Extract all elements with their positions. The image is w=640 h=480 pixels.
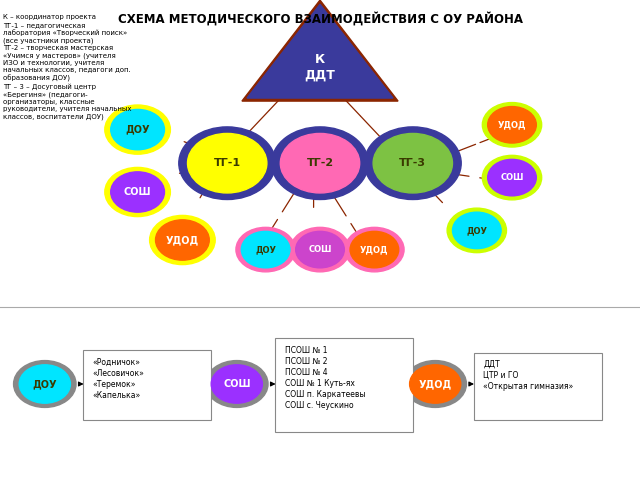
- Circle shape: [156, 220, 209, 260]
- Circle shape: [373, 133, 452, 193]
- Circle shape: [488, 107, 536, 143]
- Text: ДОУ: ДОУ: [467, 226, 487, 235]
- Text: ДДТ
ЦТР и ГО
«Открытая гимназия»: ДДТ ЦТР и ГО «Открытая гимназия»: [483, 360, 573, 391]
- Text: УДОД: УДОД: [166, 235, 199, 245]
- Circle shape: [211, 365, 262, 403]
- Circle shape: [241, 231, 290, 268]
- Text: СОШ: СОШ: [223, 379, 250, 389]
- Circle shape: [447, 208, 506, 252]
- Text: К – координатор проекта
ТГ-1 – педагогическая
лаборатория «Творческий поиск»
(вс: К – координатор проекта ТГ-1 – педагогич…: [3, 14, 132, 120]
- FancyBboxPatch shape: [275, 338, 413, 432]
- Text: К
ДДТ: К ДДТ: [305, 53, 335, 81]
- Circle shape: [291, 228, 349, 272]
- Circle shape: [236, 228, 295, 272]
- Text: СОШ: СОШ: [500, 173, 524, 182]
- Circle shape: [345, 228, 404, 272]
- Text: «Родничок»
«Лесовичок»
«Теремок»
«Капелька»: «Родничок» «Лесовичок» «Теремок» «Капель…: [93, 358, 145, 400]
- Circle shape: [483, 103, 541, 147]
- Text: СОШ: СОШ: [308, 245, 332, 254]
- Circle shape: [19, 365, 70, 403]
- Text: ПСОШ № 1
ПСОШ № 2
ПСОШ № 4
СОШ № 1 Куть-ях
СОШ п. Каркатеевы
СОШ с. Чеускино: ПСОШ № 1 ПСОШ № 2 ПСОШ № 4 СОШ № 1 Куть-…: [285, 346, 365, 410]
- Text: ДОУ: ДОУ: [255, 245, 276, 254]
- Text: ТГ-1: ТГ-1: [214, 158, 241, 168]
- Circle shape: [205, 360, 268, 408]
- Text: ДОУ: ДОУ: [33, 379, 57, 389]
- Circle shape: [410, 365, 461, 403]
- FancyBboxPatch shape: [474, 353, 602, 420]
- Text: СОШ: СОШ: [124, 187, 151, 197]
- Circle shape: [13, 360, 76, 408]
- Circle shape: [150, 216, 215, 264]
- Text: УДОД: УДОД: [498, 120, 526, 129]
- Circle shape: [105, 105, 170, 154]
- Circle shape: [350, 231, 399, 268]
- Circle shape: [296, 231, 344, 268]
- Circle shape: [111, 109, 164, 150]
- Text: УДОД: УДОД: [360, 245, 388, 254]
- FancyBboxPatch shape: [83, 350, 211, 420]
- Circle shape: [488, 159, 536, 196]
- Text: ТГ-2: ТГ-2: [307, 158, 333, 168]
- Circle shape: [280, 133, 360, 193]
- Circle shape: [452, 212, 501, 249]
- Text: СХЕМА МЕТОДИЧЕСКОГО ВЗАИМОДЕЙСТВИЯ С ОУ РАЙОНА: СХЕМА МЕТОДИЧЕСКОГО ВЗАИМОДЕЙСТВИЯ С ОУ …: [118, 12, 522, 26]
- Circle shape: [364, 127, 461, 200]
- Text: ДОУ: ДОУ: [125, 125, 150, 134]
- Text: УДОД: УДОД: [419, 379, 452, 389]
- Circle shape: [483, 156, 541, 200]
- Polygon shape: [247, 4, 393, 98]
- Polygon shape: [242, 0, 398, 101]
- Circle shape: [188, 133, 267, 193]
- Circle shape: [179, 127, 276, 200]
- Circle shape: [111, 172, 164, 212]
- Circle shape: [404, 360, 467, 408]
- Circle shape: [105, 168, 170, 216]
- Circle shape: [271, 127, 369, 200]
- Text: ТГ-3: ТГ-3: [399, 158, 426, 168]
